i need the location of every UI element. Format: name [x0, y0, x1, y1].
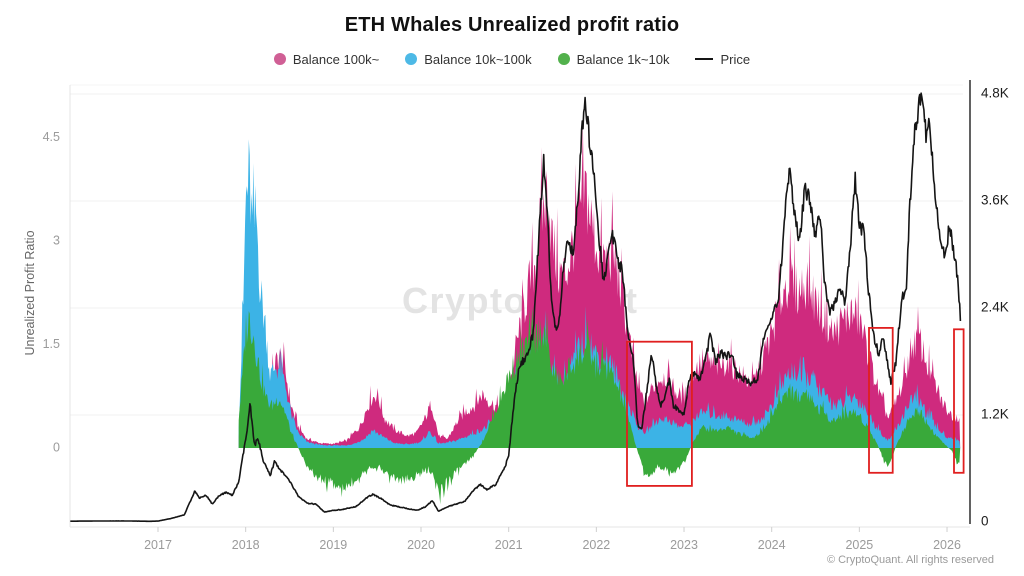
left-axis-tick-label: 0: [53, 440, 60, 454]
highlight-box-2: [868, 326, 894, 474]
legend-dot-icon: [273, 53, 286, 65]
right-axis-tick-label: 2.4K: [981, 300, 1009, 315]
legend-item-balance-10k-100k[interactable]: Balance 10k~100k: [405, 51, 532, 67]
area-balance-1k-10k[interactable]: [238, 306, 961, 505]
x-axis: 2017 2018 2019 2020 2021 2022 2023 2024 2025 2026: [144, 527, 961, 552]
x-axis-year-label: 2021: [495, 538, 523, 552]
left-axis-tick-label: 3: [53, 233, 60, 247]
legend-dot-icon: [405, 53, 418, 65]
chart-title: ETH Whales Unrealized profit ratio: [344, 14, 680, 36]
right-axis-tick-label: 3.6K: [981, 193, 1009, 208]
legend: Balance 100k~ Balance 10k~100k Balance 1k~…: [0, 48, 1024, 70]
x-axis-year-label: 2024: [758, 538, 786, 552]
right-axis-tick-label: 1.2K: [981, 407, 1009, 422]
legend-dot-icon: [557, 53, 570, 65]
right-axis: 0 1.2K 2.4K 3.6K 4.8K: [969, 80, 1009, 529]
right-axis-tick-label: 4.8K: [981, 86, 1009, 101]
legend-item-price[interactable]: Price: [695, 52, 750, 67]
highlight-box-1: [626, 340, 693, 487]
copyright-text: © CryptoQuant. All rights reserved: [826, 554, 994, 566]
x-axis-year-label: 2017: [144, 538, 172, 552]
price-line[interactable]: [70, 92, 962, 523]
legend-item-balance-100k[interactable]: Balance 100k~: [273, 51, 380, 67]
area-balance-100k[interactable]: [238, 125, 961, 448]
left-axis-tick-label: 1.5: [43, 337, 60, 351]
legend-item-label: Balance 1k~10k: [576, 51, 670, 67]
x-axis-year-label: 2025: [845, 538, 873, 552]
legend-line-marker-icon: [695, 58, 714, 60]
x-axis-year-label: 2019: [319, 538, 347, 552]
legend-item-label: Balance 10k~100k: [424, 51, 532, 67]
legend-item-balance-1k-10k[interactable]: Balance 1k~10k: [557, 51, 670, 67]
left-axis-title: Unrealized Profit Ratio: [23, 230, 37, 355]
right-axis-tick-label: 0: [981, 514, 989, 529]
gridlines: [69, 84, 970, 528]
x-axis-year-label: 2023: [670, 538, 698, 552]
x-axis-year-label: 2022: [582, 538, 610, 552]
highlight-box-3: [953, 328, 965, 474]
x-axis-year-label: 2020: [407, 538, 435, 552]
left-axis: 0 1.5 3 4.5 Unrealized Profit Ratio: [23, 130, 60, 455]
left-axis-tick-label: 4.5: [43, 130, 60, 144]
legend-item-label: Price: [720, 51, 751, 67]
legend-item-label: Balance 100k~: [292, 51, 380, 67]
x-axis-year-label: 2026: [933, 538, 961, 552]
x-axis-year-label: 2018: [232, 538, 260, 552]
